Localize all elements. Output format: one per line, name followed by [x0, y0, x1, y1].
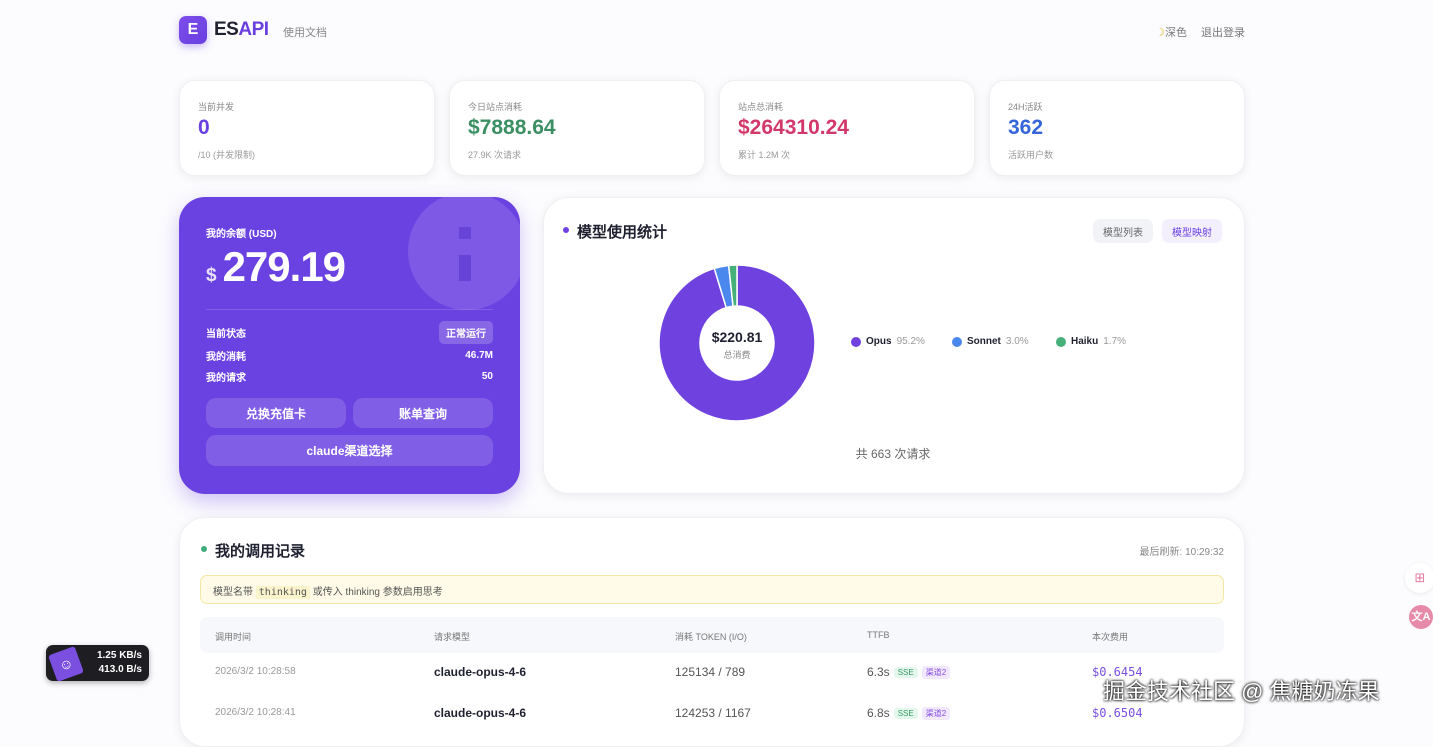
stat-value: 362: [1008, 116, 1044, 139]
legend-item: Opus 95.2%: [851, 336, 925, 347]
legend-percent: 95.2%: [896, 336, 925, 347]
legend-dot: [1056, 336, 1066, 347]
donut-slice-haiku[interactable]: [727, 264, 738, 308]
donut-slice-opus[interactable]: [658, 264, 816, 422]
legend-dot: [851, 336, 861, 347]
model-name: claude-opus-4-6: [434, 706, 527, 720]
channel-tag: 渠道2: [921, 666, 951, 680]
brand-prefix: ES: [214, 19, 239, 40]
stat-card: 今日站点消耗 $7888.64 27.9K 次请求: [449, 80, 705, 176]
model-name: claude-opus-4-6: [434, 665, 527, 679]
status-label: 当前状态: [206, 329, 246, 340]
moon-icon: ☽: [1155, 27, 1165, 39]
title-dot: [201, 546, 207, 552]
sse-tag: SSE: [893, 667, 918, 679]
stat-label: 当前并发: [198, 102, 235, 112]
notice-post: 或传入 thinking 参数启用思考: [312, 587, 443, 598]
brand-suffix: API: [238, 19, 269, 40]
column-header[interactable]: 消耗 TOKEN (I/O): [675, 632, 747, 642]
logo[interactable]: E: [179, 16, 207, 44]
token-usage: 125134 / 789: [675, 665, 746, 679]
download-speed: 413.0 B/s: [98, 664, 142, 675]
table-header: [200, 617, 1224, 653]
call-time: 2026/3/2 10:28:41: [215, 707, 296, 718]
cat-icon: ☺: [48, 646, 84, 682]
title-dot: [563, 227, 569, 233]
translate-icon[interactable]: 文A: [1409, 605, 1433, 629]
usage-label: 我的消耗: [206, 352, 246, 363]
docs-link[interactable]: 使用文档: [283, 27, 327, 39]
apps-add-icon[interactable]: ⊞: [1405, 563, 1433, 593]
legend-name: Haiku: [1071, 336, 1099, 347]
stat-sub: 累计 1.2M 次: [738, 150, 791, 160]
column-header[interactable]: 请求模型: [434, 632, 471, 642]
legend-dot: [952, 336, 962, 347]
stat-sub: 活跃用户数: [1008, 150, 1054, 160]
legend-item: Sonnet 3.0%: [952, 336, 1029, 347]
model-mapping-button[interactable]: 模型映射: [1162, 219, 1222, 243]
column-header[interactable]: 调用时间: [215, 632, 252, 642]
theme-toggle[interactable]: ☽深色: [1155, 24, 1187, 40]
ttfb: 6.8s: [867, 706, 890, 720]
model-stats-title: 模型使用统计: [577, 224, 668, 241]
legend-item: Haiku 1.7%: [1056, 336, 1126, 347]
last-refresh: 最后刷新: 10:29:32: [1139, 547, 1224, 558]
stat-value: 0: [198, 116, 210, 139]
notice-pre: 模型名带: [213, 587, 253, 598]
requests-value: 50: [481, 371, 493, 382]
watermark: 掘金技术社区 @ 焦糖奶冻果: [1103, 679, 1380, 704]
balance-card: 我的余额 (USD) $ 279.19 当前状态 正常运行 我的消耗 46.7M 我…: [179, 197, 520, 494]
donut-chart: [658, 264, 816, 422]
stat-card: 24H活跃 362 活跃用户数: [989, 80, 1245, 176]
notice-code: thinking: [255, 586, 310, 599]
channel-select-button[interactable]: claude渠道选择: [206, 435, 493, 466]
call-cost: $0.6504: [1092, 706, 1143, 720]
legend-name: Sonnet: [967, 336, 1001, 347]
network-speed-widget[interactable]: ☺ 1.25 KB/s 413.0 B/s: [46, 645, 149, 682]
requests-label: 我的请求: [206, 373, 246, 384]
balance-label: 我的余额 (USD): [206, 229, 277, 240]
call-cost: $0.6454: [1092, 665, 1143, 679]
legend-name: Opus: [866, 336, 892, 347]
legend-percent: 3.0%: [1005, 336, 1029, 347]
stat-label: 站点总消耗: [738, 102, 784, 112]
stat-sub: 27.9K 次请求: [468, 150, 522, 160]
stat-sub: /10 (并发限制): [198, 150, 256, 160]
stat-value: $7888.64: [468, 116, 556, 139]
status-badge: 正常运行: [439, 321, 493, 344]
model-list-button[interactable]: 模型列表: [1093, 219, 1153, 243]
token-usage: 124253 / 1167: [675, 706, 751, 720]
ttfb: 6.3s: [867, 665, 890, 679]
channel-tag: 渠道2: [921, 707, 951, 721]
bill-query-button[interactable]: 账单查询: [353, 398, 493, 428]
column-header[interactable]: TTFB: [867, 630, 890, 640]
brand-name[interactable]: ESAPI: [214, 19, 269, 41]
column-header[interactable]: 本次费用: [1092, 632, 1129, 642]
usage-value: 46.7M: [465, 350, 493, 361]
divider: [206, 309, 493, 310]
header: E ESAPI 使用文档 ☽深色 退出登录: [179, 16, 1245, 46]
request-count: 共 663 次请求: [855, 447, 931, 461]
stat-label: 24H活跃: [1008, 102, 1043, 112]
records-title: 我的调用记录: [215, 543, 306, 560]
balance-amount: 279.19: [222, 243, 346, 290]
currency-symbol: $: [206, 265, 217, 286]
theme-label: 深色: [1165, 27, 1187, 39]
call-time: 2026/3/2 10:28:58: [215, 666, 296, 677]
legend-percent: 1.7%: [1103, 336, 1127, 347]
stat-label: 今日站点消耗: [468, 102, 523, 112]
info-icon: [459, 255, 471, 281]
redeem-card-button[interactable]: 兑换充值卡: [206, 398, 346, 428]
stat-card: 站点总消耗 $264310.24 累计 1.2M 次: [719, 80, 975, 176]
info-icon-dot: [459, 227, 471, 239]
stat-value: $264310.24: [738, 116, 849, 139]
upload-speed: 1.25 KB/s: [96, 650, 142, 661]
stat-card: 当前并发 0 /10 (并发限制): [179, 80, 435, 176]
sse-tag: SSE: [893, 708, 918, 720]
info-decoration: [408, 197, 520, 310]
total-cost: $220.81: [711, 329, 763, 345]
logout-link[interactable]: 退出登录: [1201, 27, 1245, 39]
total-cost-label: 总消费: [723, 350, 751, 360]
thinking-notice: 模型名带 thinking 或传入 thinking 参数启用思考: [200, 575, 1224, 604]
